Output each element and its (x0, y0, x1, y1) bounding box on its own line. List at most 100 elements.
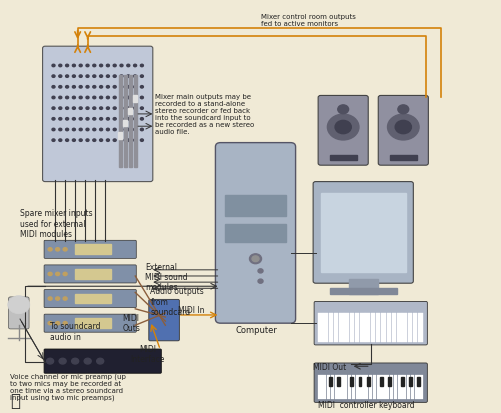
Bar (392, 313, 396, 342)
Bar (406, 375, 410, 399)
Bar (350, 377, 353, 387)
Circle shape (93, 86, 96, 89)
Bar (367, 377, 370, 387)
Bar (387, 313, 391, 342)
Circle shape (48, 322, 52, 325)
Circle shape (86, 65, 89, 68)
Circle shape (140, 108, 143, 110)
Circle shape (338, 106, 349, 114)
Circle shape (140, 86, 143, 89)
FancyBboxPatch shape (43, 47, 153, 182)
Bar (418, 313, 422, 342)
Circle shape (86, 86, 89, 89)
Circle shape (79, 86, 82, 89)
FancyBboxPatch shape (215, 143, 296, 323)
Bar (128, 109, 132, 115)
Circle shape (120, 129, 123, 131)
Circle shape (258, 269, 263, 273)
Circle shape (113, 76, 116, 78)
Circle shape (100, 65, 103, 68)
Bar (339, 313, 344, 342)
Circle shape (258, 280, 263, 283)
Circle shape (52, 140, 55, 142)
Bar (349, 279, 378, 295)
Circle shape (79, 65, 82, 68)
Text: MIDI In: MIDI In (178, 305, 204, 314)
Circle shape (56, 322, 60, 325)
Bar (413, 313, 417, 342)
Bar (381, 313, 386, 342)
Circle shape (66, 65, 69, 68)
Circle shape (79, 108, 82, 110)
Circle shape (72, 140, 75, 142)
Bar (323, 313, 328, 342)
Circle shape (52, 86, 55, 89)
FancyBboxPatch shape (44, 265, 136, 283)
Bar (350, 313, 354, 342)
Circle shape (66, 129, 69, 131)
Circle shape (140, 97, 143, 100)
Circle shape (140, 76, 143, 78)
Text: Voice channel or mic preamp (up
to two mics may be recorded at
one time via a st: Voice channel or mic preamp (up to two m… (10, 373, 126, 401)
Circle shape (48, 297, 52, 301)
Bar (352, 375, 355, 399)
FancyBboxPatch shape (313, 182, 413, 283)
Circle shape (106, 86, 109, 89)
Text: MIDI
Interface: MIDI Interface (131, 344, 165, 363)
Circle shape (56, 273, 60, 276)
Circle shape (47, 358, 54, 364)
Circle shape (134, 97, 137, 100)
Bar (390, 375, 393, 399)
Bar (330, 155, 357, 161)
Circle shape (134, 86, 137, 89)
Circle shape (93, 108, 96, 110)
Text: Audio outputs
from
soundcard: Audio outputs from soundcard (150, 287, 204, 316)
Bar (419, 375, 423, 399)
Circle shape (66, 86, 69, 89)
Circle shape (52, 65, 55, 68)
Circle shape (127, 108, 130, 110)
Circle shape (106, 140, 109, 142)
Circle shape (106, 118, 109, 121)
Circle shape (113, 65, 116, 68)
Circle shape (63, 248, 67, 252)
Bar (329, 313, 333, 342)
Circle shape (100, 129, 103, 131)
FancyBboxPatch shape (149, 300, 179, 341)
Circle shape (113, 129, 116, 131)
Bar (75, 318, 111, 328)
Circle shape (86, 129, 89, 131)
Circle shape (127, 86, 130, 89)
Circle shape (120, 65, 123, 68)
Bar (344, 313, 349, 342)
Text: Computer: Computer (235, 325, 278, 335)
Circle shape (120, 140, 123, 142)
Circle shape (127, 129, 130, 131)
Circle shape (106, 129, 109, 131)
Bar (134, 76, 137, 168)
Circle shape (52, 97, 55, 100)
Circle shape (66, 76, 69, 78)
Circle shape (113, 118, 116, 121)
Bar (75, 269, 111, 279)
Circle shape (48, 273, 52, 276)
Circle shape (395, 121, 411, 134)
Circle shape (59, 140, 62, 142)
Circle shape (72, 76, 75, 78)
Bar (364, 375, 368, 399)
Circle shape (93, 140, 96, 142)
Circle shape (59, 358, 66, 364)
Text: ⌕: ⌕ (10, 391, 20, 409)
Circle shape (120, 108, 123, 110)
Circle shape (66, 97, 69, 100)
Circle shape (93, 129, 96, 131)
Bar (366, 313, 370, 342)
Circle shape (113, 108, 116, 110)
Circle shape (134, 140, 137, 142)
Circle shape (106, 108, 109, 110)
Circle shape (93, 76, 96, 78)
Circle shape (72, 86, 75, 89)
Circle shape (249, 254, 262, 264)
Bar (380, 377, 383, 387)
Circle shape (84, 358, 91, 364)
